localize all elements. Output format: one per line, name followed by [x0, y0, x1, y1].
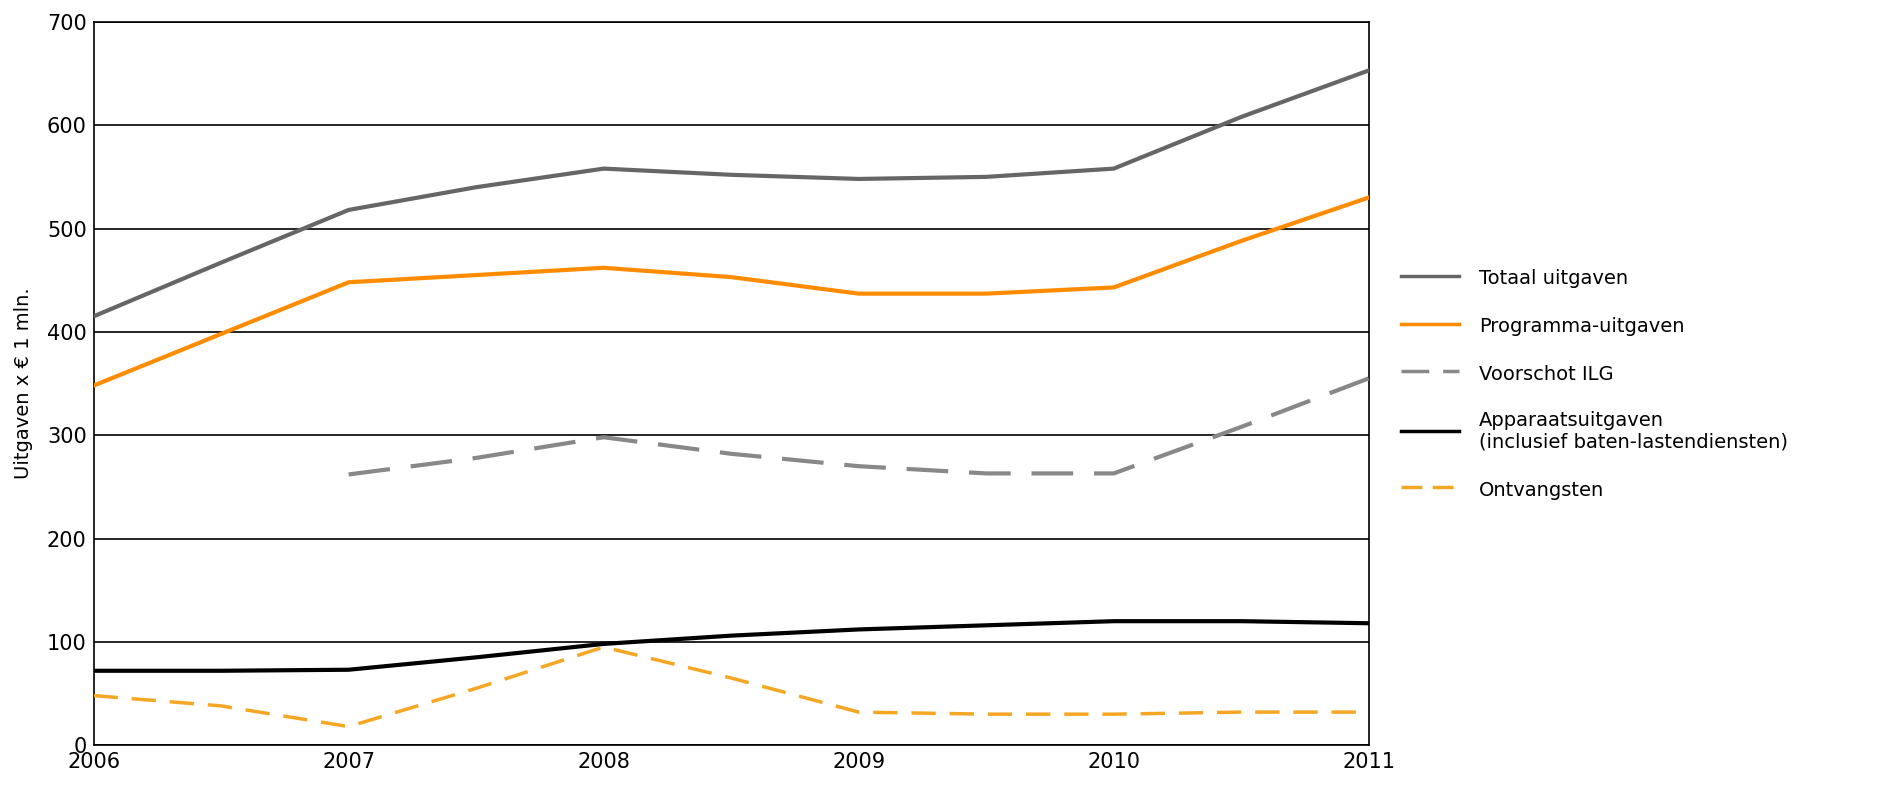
Legend: Totaal uitgaven, Programma-uitgaven, Voorschot ILG, Apparaatsuitgaven
(inclusief: Totaal uitgaven, Programma-uitgaven, Voo… [1392, 258, 1798, 509]
Y-axis label: Uitgaven x € 1 mln.: Uitgaven x € 1 mln. [13, 288, 32, 479]
